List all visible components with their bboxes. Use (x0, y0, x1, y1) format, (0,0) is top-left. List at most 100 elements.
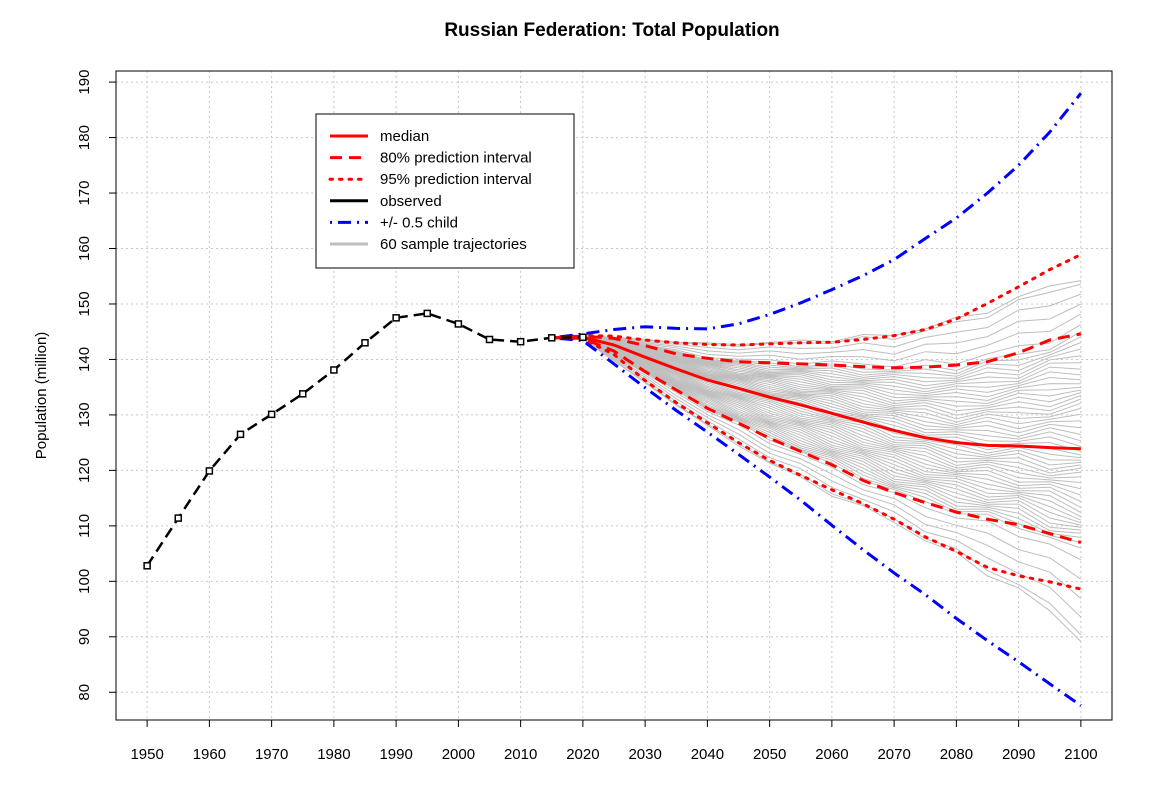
observed-points (143, 309, 587, 570)
series-95-lower (550, 336, 1083, 591)
observed-point-1985 (361, 339, 369, 347)
plot-frame (115, 70, 1113, 721)
sample-trajectory-25 (582, 337, 1081, 474)
series-0-5-child (551, 336, 1082, 707)
x-tick-label-2080: 2080 (940, 746, 973, 763)
y-tick-label-120: 120 (76, 458, 93, 483)
sample-trajectory-24 (582, 337, 1081, 477)
sample-trajectory-48 (582, 336, 1081, 390)
legend-label-0: median (380, 128, 429, 145)
legend-box (315, 113, 575, 269)
sample-trajectory-20 (582, 337, 1082, 496)
sample-trajectory-58 (582, 293, 1082, 351)
y-tick-label-190: 190 (76, 70, 93, 95)
sample-trajectory-27 (582, 336, 1081, 466)
sample-trajectory-57 (582, 303, 1082, 355)
x-tick-label-2010: 2010 (504, 746, 537, 763)
x-tick-label-1950: 1950 (130, 746, 163, 763)
sample-trajectory-38 (582, 336, 1082, 423)
y-axis-title: Population (million) (33, 332, 50, 460)
series-80-upper (551, 332, 1082, 370)
x-tick-label-2050: 2050 (753, 746, 786, 763)
y-tick-label-180: 180 (76, 125, 93, 150)
observed-point-1980 (330, 366, 338, 374)
x-tick-label-2060: 2060 (815, 746, 848, 763)
sample-trajectory-23 (582, 337, 1081, 479)
series-95-upper (550, 253, 1083, 347)
legend-label-4: +/- 0.5 child (380, 214, 458, 231)
y-tick-label-80: 80 (76, 684, 93, 701)
sample-trajectory-28 (582, 336, 1081, 461)
observed-point-1990 (392, 314, 400, 322)
x-tick-label-2040: 2040 (691, 746, 724, 763)
x-tick-label-2090: 2090 (1002, 746, 1035, 763)
observed-point-1975 (299, 390, 307, 398)
sample-trajectory-1 (582, 339, 1082, 642)
legend-label-1: 80% prediction interval (380, 150, 532, 167)
sample-trajectory-12 (582, 337, 1081, 528)
sample-trajectory-34 (582, 336, 1082, 437)
sample-trajectory-5 (582, 338, 1082, 580)
observed-point-2020 (579, 333, 587, 342)
sample-trajectories (582, 280, 1082, 642)
sample-trajectory-37 (582, 336, 1081, 426)
x-tick-label-2020: 2020 (566, 746, 599, 763)
observed-point-1965 (236, 430, 245, 439)
sample-trajectory-40 (582, 336, 1082, 416)
y-tick-label-130: 130 (76, 402, 93, 427)
legend-label-5: 60 sample trajectories (380, 236, 527, 253)
sample-trajectory-10 (582, 337, 1081, 534)
series-80-lower (551, 336, 1082, 544)
sample-trajectory-7 (582, 337, 1082, 549)
sample-trajectory-4 (582, 338, 1082, 599)
sample-trajectory-22 (582, 337, 1081, 483)
observed-point-1955 (174, 514, 182, 522)
observed-point-2015 (548, 334, 556, 342)
y-tick-label-90: 90 (76, 628, 93, 645)
y-tick-label-160: 160 (76, 236, 93, 261)
sample-trajectory-49 (582, 335, 1081, 387)
sample-trajectory-54 (582, 331, 1082, 372)
x-axis: 1950 1960 1970 1980 1990 2000 2010 2020 2030 2040… (130, 720, 1098, 763)
sample-trajectory-13 (582, 337, 1082, 526)
y-tick-label-170: 170 (76, 181, 93, 206)
sample-trajectory-45 (582, 336, 1081, 398)
observed-point-1970 (267, 410, 276, 419)
sample-trajectory-15 (582, 337, 1082, 521)
x-tick-label-1970: 1970 (255, 746, 288, 763)
sample-trajectory-47 (582, 336, 1081, 393)
sample-trajectory-6 (582, 338, 1082, 561)
sample-trajectory-36 (582, 336, 1081, 430)
sample-trajectory-26 (582, 337, 1081, 470)
x-tick-label-1990: 1990 (379, 746, 412, 763)
observed-point-1995 (423, 309, 431, 318)
sample-trajectory-35 (582, 336, 1081, 434)
sample-trajectory-17 (582, 337, 1082, 513)
series-observed (146, 312, 583, 567)
observed-point-2000 (454, 320, 463, 328)
observed-point-1960 (205, 467, 214, 475)
legend-label-3: observed (380, 193, 442, 210)
y-axis: 80 90 100 110 120 130 140 150 160 170 180 190 (76, 70, 116, 701)
x-tick-label-2030: 2030 (628, 746, 661, 763)
y-tick-label-100: 100 (76, 569, 93, 594)
y-tick-label-140: 140 (76, 347, 93, 372)
legend-label-2: 95% prediction interval (380, 171, 532, 188)
sample-trajectory-18 (582, 337, 1082, 508)
sample-trajectory-19 (582, 337, 1082, 502)
observed-point-2005 (485, 335, 494, 344)
grid-lines (116, 71, 1112, 720)
sample-trajectory-46 (582, 336, 1081, 395)
y-tick-label-110: 110 (76, 514, 93, 538)
sample-trajectory-39 (582, 336, 1082, 420)
observed-point-1950 (143, 562, 151, 570)
chart-title: Russian Federation: Total Population (444, 20, 779, 41)
sample-trajectory-14 (582, 337, 1082, 524)
sample-trajectory-56 (582, 313, 1082, 362)
sample-trajectory-21 (582, 337, 1082, 490)
x-tick-label-2100: 2100 (1064, 746, 1097, 763)
sample-trajectory-11 (582, 337, 1081, 531)
y-tick-label-150: 150 (76, 291, 93, 316)
